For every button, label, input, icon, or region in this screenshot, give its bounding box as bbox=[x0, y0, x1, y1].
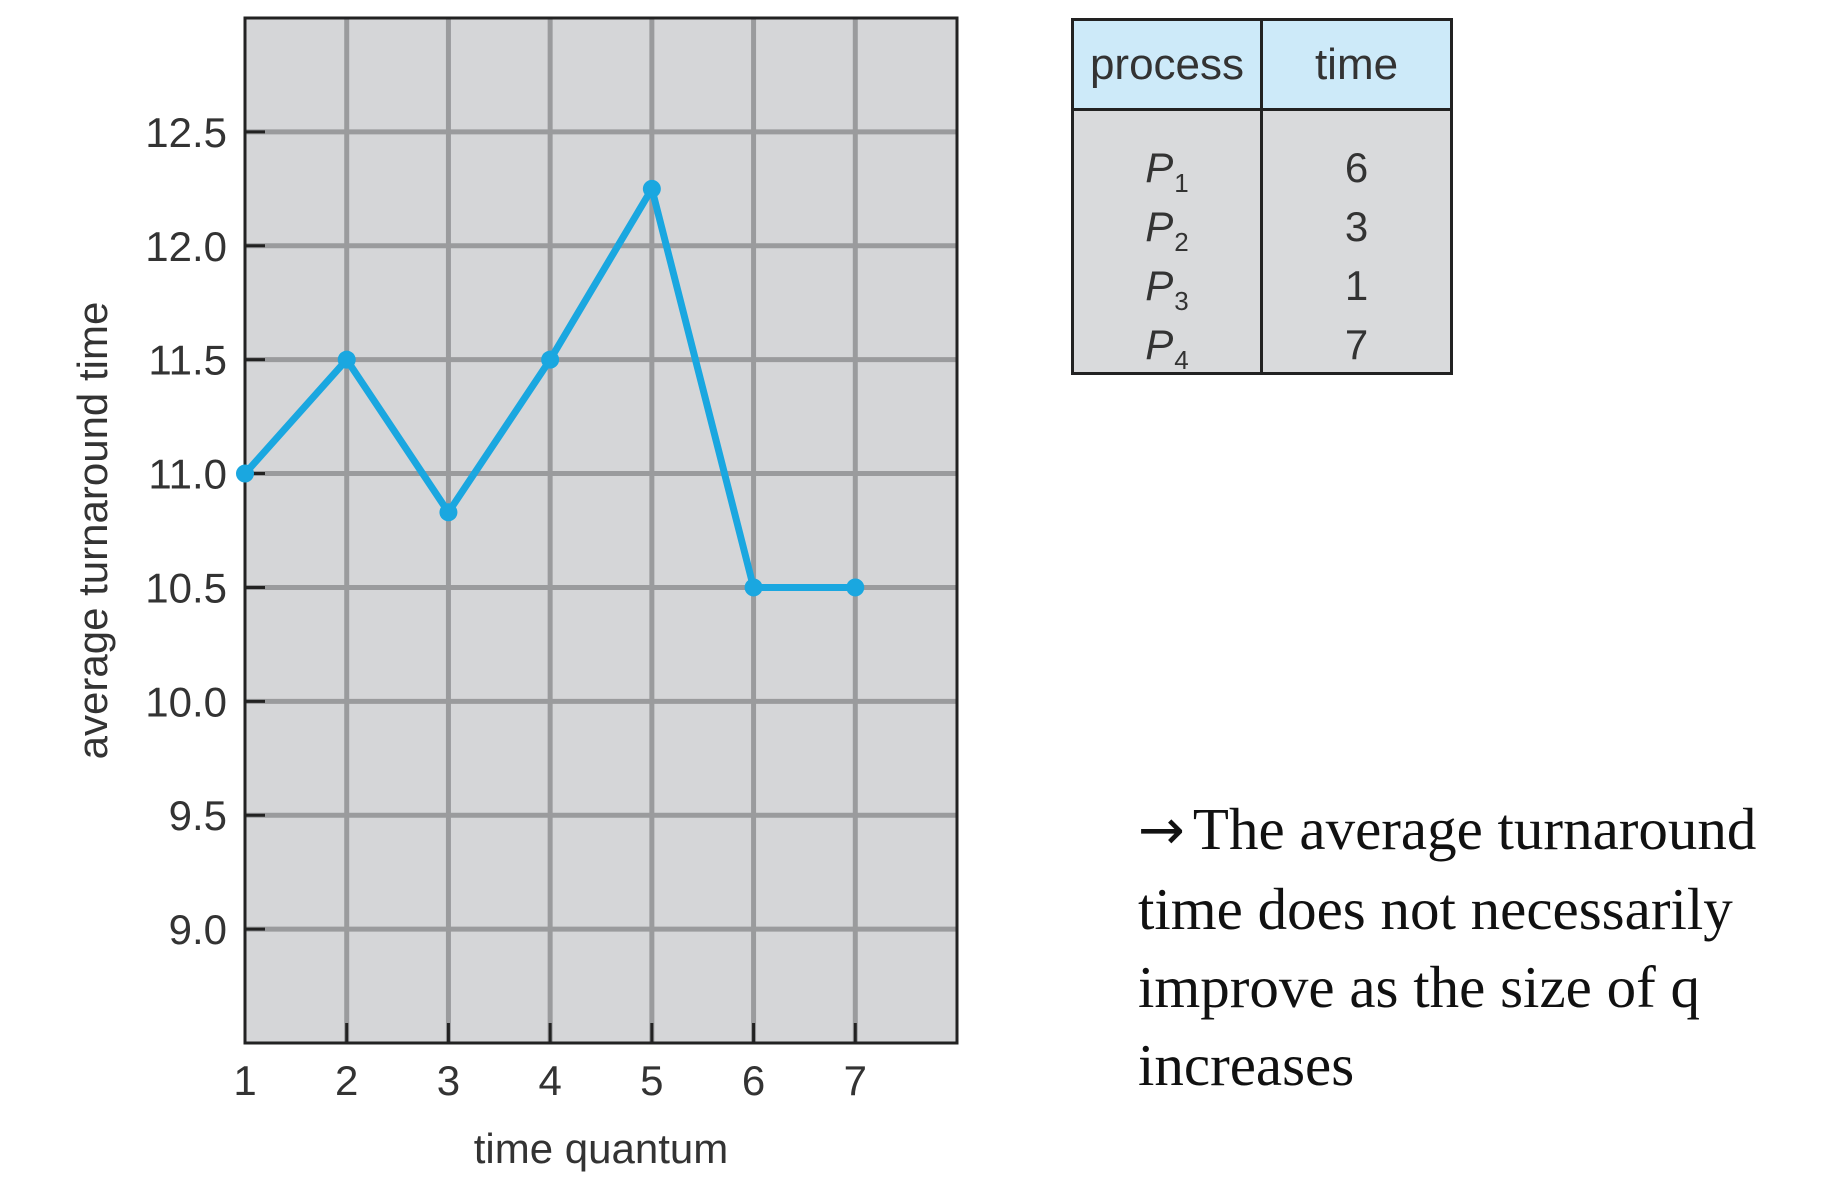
table-cell-time: 7 bbox=[1344, 321, 1369, 368]
x-tick-label: 6 bbox=[742, 1057, 765, 1104]
y-tick-label: 12.0 bbox=[145, 223, 227, 270]
plot-area bbox=[245, 18, 957, 1043]
x-tick-label: 5 bbox=[640, 1057, 663, 1104]
table-cell-time: 1 bbox=[1344, 262, 1369, 309]
x-tick-label: 1 bbox=[233, 1057, 256, 1104]
y-tick-label: 9.5 bbox=[169, 792, 227, 839]
x-tick-label: 4 bbox=[538, 1057, 561, 1104]
data-point bbox=[236, 464, 254, 483]
plot-frame bbox=[243, 16, 959, 1045]
y-tick-label: 12.5 bbox=[145, 109, 227, 156]
y-tick-label: 10.0 bbox=[145, 678, 227, 725]
data-point bbox=[439, 503, 458, 522]
table-cell-process: P1 bbox=[1145, 144, 1189, 198]
table-cell-time: 3 bbox=[1344, 203, 1369, 250]
table-header-time: time bbox=[1314, 40, 1399, 89]
data-point bbox=[642, 179, 661, 198]
y-tick-label: 11.5 bbox=[148, 337, 227, 384]
x-tick-label: 3 bbox=[437, 1057, 460, 1104]
x-tick-label: 7 bbox=[844, 1057, 867, 1104]
x-axis-label: time quantum bbox=[474, 1125, 728, 1172]
table-cell-process: P2 bbox=[1145, 203, 1189, 257]
y-tick-label: 11.0 bbox=[148, 451, 227, 498]
y-axis-label: average turnaround time bbox=[69, 302, 116, 760]
data-point bbox=[337, 350, 356, 369]
conclusion-text: The average turnaround time does not nec… bbox=[1138, 796, 1757, 1098]
table-cell-process: P3 bbox=[1145, 262, 1189, 316]
y-tick-label: 10.5 bbox=[145, 564, 227, 611]
table-cell-time: 6 bbox=[1344, 144, 1369, 191]
data-point bbox=[744, 578, 763, 597]
right-arrow-icon: → bbox=[1138, 798, 1185, 863]
x-tick-label: 2 bbox=[335, 1057, 358, 1104]
data-point bbox=[541, 350, 560, 369]
process-time-table: process time P1 6 P2 3 P3 1 P4 7 bbox=[1071, 18, 1453, 375]
table-header-process: process bbox=[1089, 40, 1245, 89]
y-tick-label: 9.0 bbox=[169, 906, 227, 953]
conclusion-note: → The average turnaround time does not ne… bbox=[1138, 790, 1838, 1104]
data-point bbox=[846, 578, 865, 597]
table-column-divider bbox=[1260, 21, 1263, 372]
table-cell-process: P4 bbox=[1145, 321, 1189, 375]
